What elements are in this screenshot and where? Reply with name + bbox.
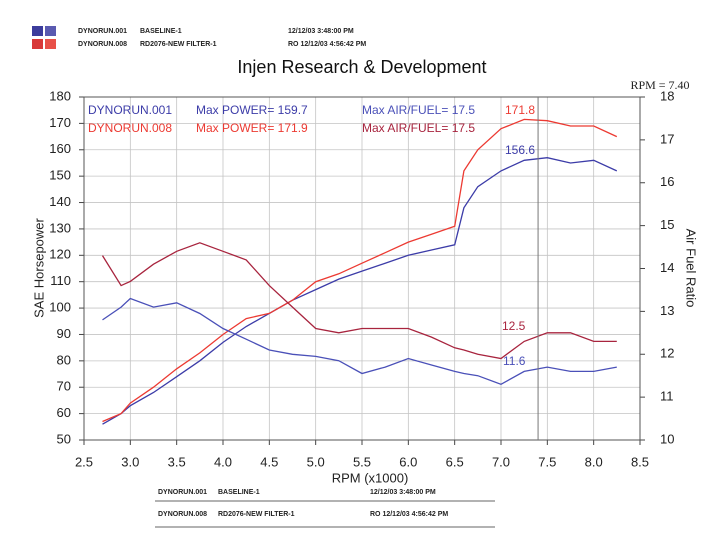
y2-tick-label: 12: [660, 346, 674, 361]
x-tick-label: 5.5: [353, 454, 371, 469]
icon: [32, 26, 43, 36]
cursor-label: RPM = 7.40: [630, 78, 689, 92]
x-tick-label: 7.0: [492, 454, 510, 469]
legend-power: Max POWER= 159.7: [196, 103, 308, 117]
y-tick-label: 60: [57, 405, 71, 420]
annotation: 11.6: [503, 354, 526, 368]
y2-tick-label: 14: [660, 260, 674, 275]
header-run: DYNORUN.008: [78, 41, 127, 48]
y-tick-label: 120: [49, 247, 71, 262]
legend-run: DYNORUN.001: [88, 103, 172, 117]
legend-afr: Max AIR/FUEL= 17.5: [362, 103, 475, 117]
data-line: [101, 242, 617, 360]
y-tick-label: 110: [50, 273, 71, 288]
footer-desc: BASELINE-1: [218, 489, 260, 496]
x-tick-label: 8.0: [585, 454, 603, 469]
y-tick-label: 50: [57, 431, 71, 446]
x-tick-label: 8.5: [631, 454, 649, 469]
data-line: [102, 118, 618, 423]
y-tick-label: 180: [49, 88, 71, 103]
y-tick-label: 170: [49, 115, 71, 130]
icon: [45, 39, 56, 49]
y-tick-label: 90: [57, 326, 71, 341]
footer-date: RO 12/12/03 4:56:42 PM: [370, 511, 448, 518]
y2-axis-label: Air Fuel Ratio: [684, 229, 699, 308]
header-run: DYNORUN.001: [78, 28, 127, 35]
y-tick-label: 160: [49, 141, 71, 156]
annotation: 171.8: [505, 103, 535, 117]
chart-title: Injen Research & Development: [237, 57, 486, 77]
y2-tick-label: 11: [660, 389, 674, 404]
footer-run: DYNORUN.008: [158, 511, 207, 518]
header-desc: RD2076-NEW FILTER-1: [140, 41, 217, 48]
y-tick-label: 100: [49, 300, 71, 315]
x-tick-label: 4.0: [214, 454, 232, 469]
y-tick-label: 130: [49, 220, 71, 235]
y2-tick-label: 13: [660, 303, 674, 318]
y2-tick-label: 18: [660, 88, 674, 103]
annotation: 12.5: [502, 319, 526, 333]
y-tick-label: 80: [57, 352, 71, 367]
footer-desc: RD2076-NEW FILTER-1: [218, 511, 295, 518]
x-axis-label: RPM (x1000): [332, 470, 409, 485]
header-desc: BASELINE-1: [140, 28, 182, 35]
x-tick-label: 5.0: [307, 454, 325, 469]
data-line: [102, 297, 617, 386]
x-tick-label: 4.5: [260, 454, 278, 469]
y-tick-label: 150: [49, 168, 71, 183]
x-tick-label: 7.5: [538, 454, 556, 469]
y2-tick-label: 16: [660, 174, 674, 189]
y-tick-label: 140: [49, 194, 71, 209]
x-tick-label: 2.5: [75, 454, 93, 469]
legend-power: Max POWER= 171.9: [196, 121, 308, 135]
y2-tick-label: 10: [660, 431, 674, 446]
y-tick-label: 70: [57, 379, 71, 394]
x-tick-label: 3.5: [168, 454, 186, 469]
icon: [32, 39, 43, 49]
x-tick-label: 6.5: [446, 454, 464, 469]
y2-tick-label: 15: [660, 217, 674, 232]
footer-run: DYNORUN.001: [158, 489, 207, 496]
x-tick-label: 3.0: [121, 454, 139, 469]
y2-tick-label: 17: [660, 131, 674, 146]
plot-frame: [83, 96, 641, 441]
x-tick-label: 6.0: [399, 454, 417, 469]
y-axis-label: SAE Horsepower: [31, 217, 46, 317]
annotation: 156.6: [505, 143, 535, 157]
header-date: 12/12/03 3:48:00 PM: [288, 28, 354, 35]
header-date: RO 12/12/03 4:56:42 PM: [288, 41, 366, 48]
footer-date: 12/12/03 3:48:00 PM: [370, 489, 436, 496]
data-line: [102, 157, 618, 425]
legend-afr: Max AIR/FUEL= 17.5: [362, 121, 475, 135]
legend-run: DYNORUN.008: [88, 121, 172, 135]
icon: [45, 26, 56, 36]
